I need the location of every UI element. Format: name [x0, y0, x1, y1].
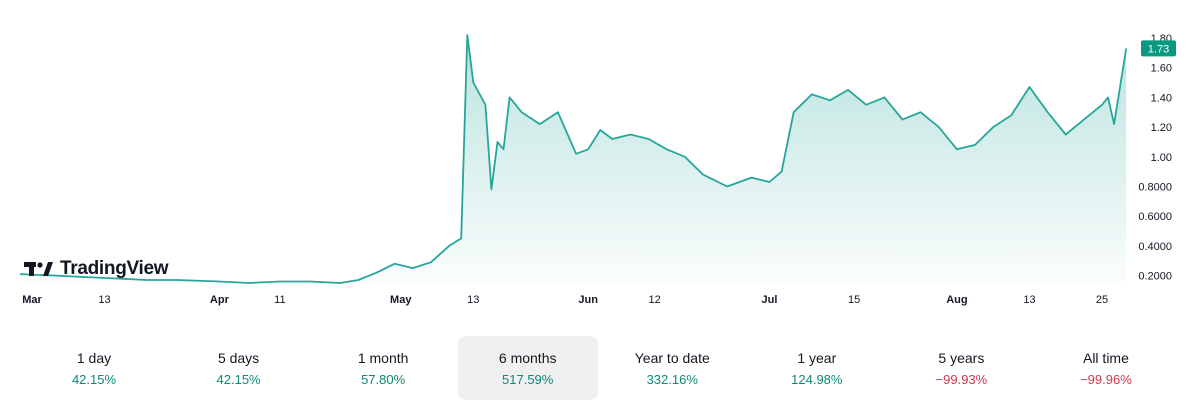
tradingview-logo-icon	[24, 262, 53, 276]
x-tick-label: Jun	[578, 294, 598, 306]
last-price-label: 1.73	[1148, 43, 1169, 55]
x-tick-label: 11	[274, 294, 285, 306]
tradingview-logo: TradingView	[24, 258, 169, 280]
period-change-value: −99.93%	[935, 371, 988, 387]
period-label: All time	[1082, 349, 1129, 366]
brand-name: TradingView	[60, 258, 169, 279]
y-tick-label: 0.4000	[1138, 241, 1172, 253]
price-chart[interactable]: Mar 13 Apr 11 May 13 Jun 12 Jul 15 Aug 13 25 1.801.6…	[0, 0, 1200, 320]
last-price-badge: 1.73	[1141, 40, 1176, 57]
x-tick-label: Aug	[946, 294, 967, 306]
y-tick-label: 1.60	[1151, 63, 1172, 75]
x-tick-label: 25	[1096, 294, 1108, 306]
period-1-year[interactable]: 1 year 124.98%	[747, 336, 887, 400]
period-5-years[interactable]: 5 years −99.93%	[891, 336, 1031, 400]
period-change-value: 332.16%	[646, 371, 698, 387]
y-tick-label: 0.2000	[1138, 271, 1172, 283]
period-change-value: 42.15%	[71, 371, 117, 387]
period-label: 1 day	[76, 349, 112, 366]
y-tick-label: 1.00	[1151, 152, 1172, 164]
period-label: 1 year	[797, 349, 837, 366]
x-tick-label: 15	[848, 294, 860, 306]
period-change-value: 517.59%	[502, 371, 554, 387]
period-label: 5 days	[217, 349, 260, 366]
period-label: 5 years	[938, 349, 985, 366]
x-tick-label: 12	[649, 294, 661, 306]
period-change-value: 42.15%	[216, 371, 261, 387]
period-6-months[interactable]: 6 months 517.59%	[457, 336, 598, 400]
x-tick-label: Mar	[22, 294, 42, 306]
x-tick-label: 13	[467, 294, 479, 306]
y-tick-label: 0.8000	[1138, 181, 1172, 193]
period-change-value: 124.98%	[791, 371, 843, 387]
y-tick-label: 1.40	[1151, 92, 1172, 104]
period-label: 1 month	[357, 349, 409, 366]
period-change-value: −99.96%	[1080, 371, 1132, 387]
period-5-days[interactable]: 5 days 42.15%	[169, 336, 309, 400]
period-year-to-date[interactable]: Year to date 332.16%	[602, 336, 742, 400]
period-1-month[interactable]: 1 month 57.80%	[313, 336, 453, 400]
price-line	[19, 34, 1128, 284]
period-label: 6 months	[498, 349, 557, 366]
x-tick-label: 13	[98, 294, 110, 306]
y-tick-label: 0.6000	[1138, 211, 1172, 223]
x-tick-label: May	[390, 294, 412, 306]
period-label: Year to date	[634, 349, 710, 366]
x-axis: Mar 13 Apr 11 May 13 Jun 12 Jul 15 Aug 13 25	[22, 294, 1108, 306]
x-tick-label: Apr	[210, 294, 230, 306]
period-1-day[interactable]: 1 day 42.15%	[24, 336, 164, 400]
period-change-value: 57.80%	[361, 371, 406, 387]
y-tick-label: 1.20	[1151, 122, 1172, 134]
y-axis: 1.801.601.401.201.000.80000.60000.40000.…	[1138, 33, 1172, 283]
period-all-time[interactable]: All time −99.96%	[1036, 336, 1176, 400]
x-tick-label: 13	[1023, 294, 1035, 306]
x-tick-label: Jul	[762, 294, 778, 306]
performance-periods: 1 day 42.15% 5 days 42.15% 1 month 57.80% 6 mo…	[24, 336, 1176, 400]
price-area	[19, 35, 1127, 283]
